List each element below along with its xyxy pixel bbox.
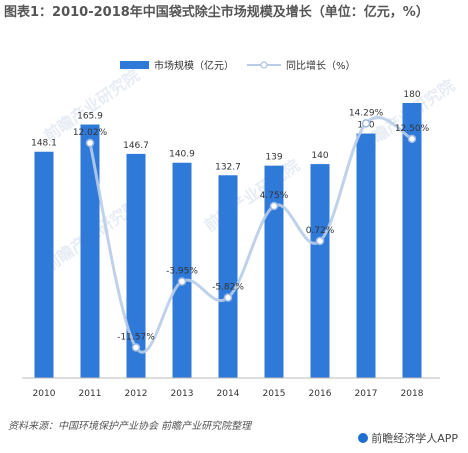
brand-name: 前瞻经济学人APP	[371, 432, 458, 445]
growth-point	[361, 119, 371, 128]
growth-value-label: 4.75%	[260, 191, 289, 201]
bar-value-label: 165.9	[77, 112, 103, 122]
legend-label-bar: 市场规模（亿元）	[154, 59, 234, 72]
bar-value-label: 132.7	[215, 162, 241, 172]
x-tick-label: 2013	[171, 389, 194, 399]
bar-value-label: 140.9	[169, 150, 195, 160]
bar-value-label: 146.7	[123, 141, 149, 151]
growth-value-label: -5.82%	[212, 283, 244, 293]
bar	[402, 103, 422, 378]
growth-value-label: -11.57%	[117, 333, 155, 343]
brand-badge: 前瞻经济学人APP	[358, 430, 458, 446]
bar	[264, 165, 284, 378]
x-tick-label: 2012	[125, 389, 148, 399]
bar	[126, 153, 146, 378]
growth-value-label: -3.95%	[166, 266, 198, 276]
legend: 市场规模（亿元） 同比增长（%）	[120, 59, 356, 72]
source-note: 资料来源：中国环境保护产业协会 前瞻产业研究院整理	[8, 421, 252, 432]
x-tick-label: 2014	[217, 389, 240, 399]
x-axis: 2010 2011 2012 2013 2014 2015 2016 2017 2018	[22, 377, 440, 399]
bar-value-label: 148.1	[31, 139, 57, 149]
x-tick-label: 2011	[79, 389, 102, 399]
growth-point	[315, 236, 325, 246]
x-tick-label: 2015	[263, 389, 286, 399]
watermark-layer: 前瞻产业研究院前瞻产业研究院前瞻产业研究院前瞻产业研究院	[41, 66, 459, 276]
bar-value-label: 180	[403, 90, 420, 100]
x-tick-label: 2016	[309, 389, 332, 399]
growth-value-label: 0.72%	[306, 226, 335, 236]
growth-value-label: 14.29%	[349, 108, 384, 118]
growth-value-label: 12.50%	[395, 124, 430, 134]
bar	[34, 151, 54, 378]
bar	[172, 162, 192, 378]
bar-value-label: 139	[265, 153, 282, 163]
bar	[80, 124, 100, 379]
chart-title: 图表1：2010-2018年中国袋式除尘市场规模及增长（单位：亿元，%）	[4, 5, 429, 20]
bar	[356, 133, 376, 378]
x-tick-label: 2017	[355, 389, 378, 399]
growth-point	[177, 277, 187, 286]
bar-value-label: 140	[311, 151, 328, 161]
legend-bar-swatch	[120, 61, 149, 69]
legend-label-line: 同比增长（%）	[286, 59, 356, 72]
growth-point	[131, 343, 141, 352]
growth-point	[269, 201, 279, 211]
brand-logo-icon	[358, 433, 369, 443]
bar	[218, 175, 238, 378]
growth-point	[223, 293, 233, 302]
legend-line-marker	[260, 61, 268, 69]
x-tick-label: 2010	[33, 389, 56, 399]
bar	[310, 164, 330, 378]
growth-point	[85, 138, 95, 148]
x-tick-label: 2018	[401, 389, 424, 399]
growth-value-label: 12.02%	[73, 128, 108, 138]
growth-line-series: 12.02% -11.57% -3.95% -5.82% 4.75% 0.72% 14.29…	[73, 108, 430, 354]
growth-point	[407, 134, 417, 144]
